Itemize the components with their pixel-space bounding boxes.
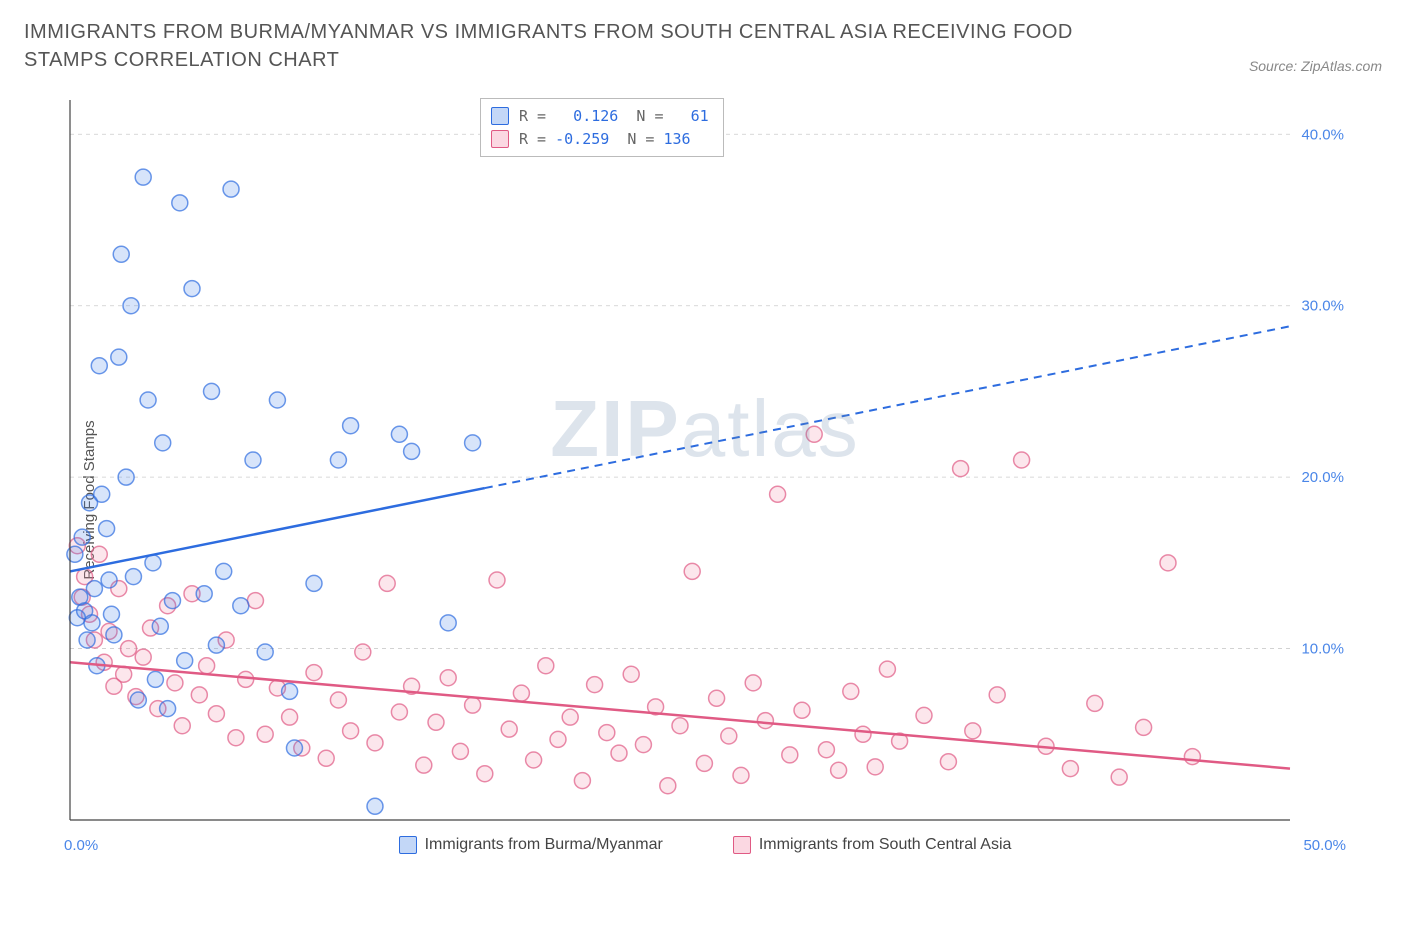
svg-text:30.0%: 30.0% [1301,298,1344,315]
svg-text:10.0%: 10.0% [1301,641,1344,658]
chart-source: Source: ZipAtlas.com [1249,58,1382,74]
x-tick-right: 50.0% [1303,837,1346,854]
legend-label-sca: Immigrants from South Central Asia [759,836,1012,854]
swatch-burma-icon [399,836,417,854]
legend-row-sca: R = -0.259 N = 136 [491,128,709,151]
x-tick-left: 0.0% [64,837,98,854]
legend-label-burma: Immigrants from Burma/Myanmar [425,836,663,854]
legend-series: 0.0% Immigrants from Burma/Myanmar Immig… [60,836,1350,854]
svg-text:20.0%: 20.0% [1301,469,1344,486]
swatch-burma [491,107,509,125]
scatter-chart: 10.0% 20.0% 30.0% 40.0% [60,90,1350,860]
legend-item-burma: Immigrants from Burma/Myanmar [399,836,663,854]
chart-title: IMMIGRANTS FROM BURMA/MYANMAR VS IMMIGRA… [24,18,1124,74]
legend-item-sca: Immigrants from South Central Asia [733,836,1012,854]
legend-stats: R = 0.126 N = 61 R = -0.259 N = 136 [480,98,724,157]
svg-text:40.0%: 40.0% [1301,126,1344,143]
plot-area: ZIPatlas 10.0%20.0%30.0%40.0% R = 0.126 … [60,90,1350,860]
swatch-sca-icon [733,836,751,854]
swatch-sca [491,130,509,148]
chart-container: Receiving Food Stamps ZIPatlas 10.0%20.0… [0,80,1406,920]
legend-row-burma: R = 0.126 N = 61 [491,105,709,128]
